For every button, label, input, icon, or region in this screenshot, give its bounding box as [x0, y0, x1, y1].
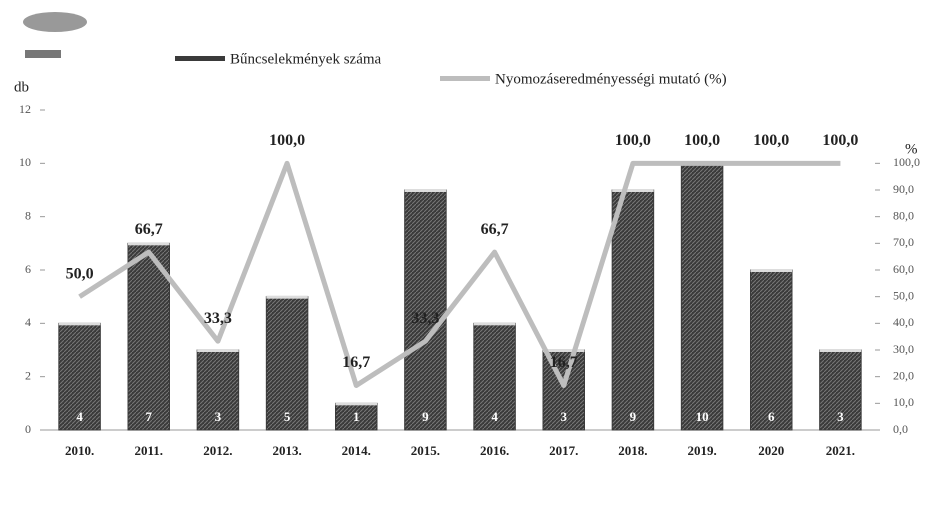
- x-tick-label: 2014.: [342, 443, 371, 458]
- line-value-label: 100,0: [822, 132, 858, 149]
- legend-label: Nyomozáseredményességi mutató (%): [495, 71, 727, 87]
- y2-tick-label: 20,0: [893, 368, 914, 382]
- y2-tick-label: 60,0: [893, 262, 914, 276]
- line-value-label: 100,0: [269, 132, 305, 149]
- line: [78, 160, 841, 388]
- bar-value-label: 3: [215, 409, 222, 424]
- bar-cap: [128, 242, 170, 246]
- line-value-label: 100,0: [615, 132, 651, 149]
- bar-cap: [612, 189, 654, 192]
- bar-value-label: 3: [837, 409, 844, 424]
- bar-value-label: 1: [353, 409, 360, 424]
- x-tick-label: 2021.: [826, 443, 855, 458]
- y2-tick-label: 90,0: [893, 182, 914, 196]
- logo: [23, 12, 87, 58]
- y2-tick-label: 0,0: [893, 422, 908, 436]
- bar-value-label: 5: [284, 409, 291, 424]
- x-tick-label: 2011.: [134, 443, 163, 458]
- bar-value-label: 4: [76, 409, 83, 424]
- bar-cap: [335, 402, 377, 406]
- line-value-label: 100,0: [753, 132, 789, 149]
- line-value-label: 16,7: [550, 354, 578, 371]
- legend-swatch: [440, 76, 490, 81]
- y2-tick-label: 50,0: [893, 288, 914, 302]
- legend-label: Bűncselekmények száma: [230, 51, 382, 67]
- y-tick-label: 10: [19, 155, 31, 169]
- x-tick-label: 2015.: [411, 443, 440, 458]
- legend-swatch: [175, 56, 225, 61]
- bar-value-label: 4: [491, 409, 498, 424]
- y2-axis-label: %: [905, 141, 918, 157]
- x-tick-label: 2013.: [272, 443, 301, 458]
- bar: [819, 349, 862, 431]
- bar-value-label: 7: [146, 409, 153, 424]
- y2-tick-label: 80,0: [893, 208, 914, 222]
- x-tick-label: 2018.: [618, 443, 647, 458]
- bar-cap: [404, 189, 447, 192]
- bar-value-label: 6: [768, 409, 775, 424]
- y-tick-label: 0: [25, 422, 31, 436]
- bar: [404, 189, 447, 431]
- bar-value-label: 9: [630, 409, 637, 424]
- bar: [335, 402, 378, 431]
- line-value-label: 66,7: [135, 221, 163, 238]
- y2-tick-label: 10,0: [893, 395, 914, 409]
- bar: [196, 349, 240, 431]
- y-tick-label: 6: [25, 262, 31, 276]
- y-tick-label: 2: [25, 368, 31, 382]
- y2-tick-label: 70,0: [893, 235, 914, 249]
- x-tick-label: 2017.: [549, 443, 578, 458]
- bar-value-label: 10: [696, 409, 709, 424]
- bar-cap: [58, 322, 101, 326]
- bar-value-label: 3: [561, 409, 568, 424]
- line-value-label: 50,0: [66, 265, 94, 282]
- bar: [265, 296, 309, 431]
- x-tick-label: 2019.: [687, 443, 716, 458]
- y-tick-label: 4: [25, 315, 31, 329]
- line-value-label: 33,3: [204, 310, 232, 327]
- line-value-label: 100,0: [684, 132, 720, 149]
- x-tick-label: 2016.: [480, 443, 509, 458]
- bar-cap: [819, 349, 862, 352]
- bar: [750, 269, 793, 431]
- bar-value-label: 9: [422, 409, 429, 424]
- y-axis-label: db: [14, 79, 29, 95]
- y2-tick-label: 30,0: [893, 342, 914, 356]
- y-tick-label: 12: [19, 102, 31, 116]
- x-tick-label: 2020: [758, 443, 784, 458]
- bar-cap: [266, 295, 308, 299]
- x-tick-label: 2010.: [65, 443, 94, 458]
- y2-tick-label: 100,0: [893, 155, 920, 169]
- x-tick-label: 2012.: [203, 443, 232, 458]
- line-value-label: 16,7: [342, 354, 370, 371]
- bar: [680, 162, 724, 431]
- bar-cap: [750, 269, 792, 272]
- y2-tick-label: 40,0: [893, 315, 914, 329]
- bar: [611, 189, 655, 431]
- y-tick-label: 8: [25, 208, 31, 222]
- line-value-label: 33,3: [411, 310, 439, 327]
- bar-cap: [473, 322, 516, 326]
- bar-cap: [543, 349, 585, 352]
- bar-cap: [197, 349, 239, 352]
- line-value-label: 66,7: [481, 221, 509, 238]
